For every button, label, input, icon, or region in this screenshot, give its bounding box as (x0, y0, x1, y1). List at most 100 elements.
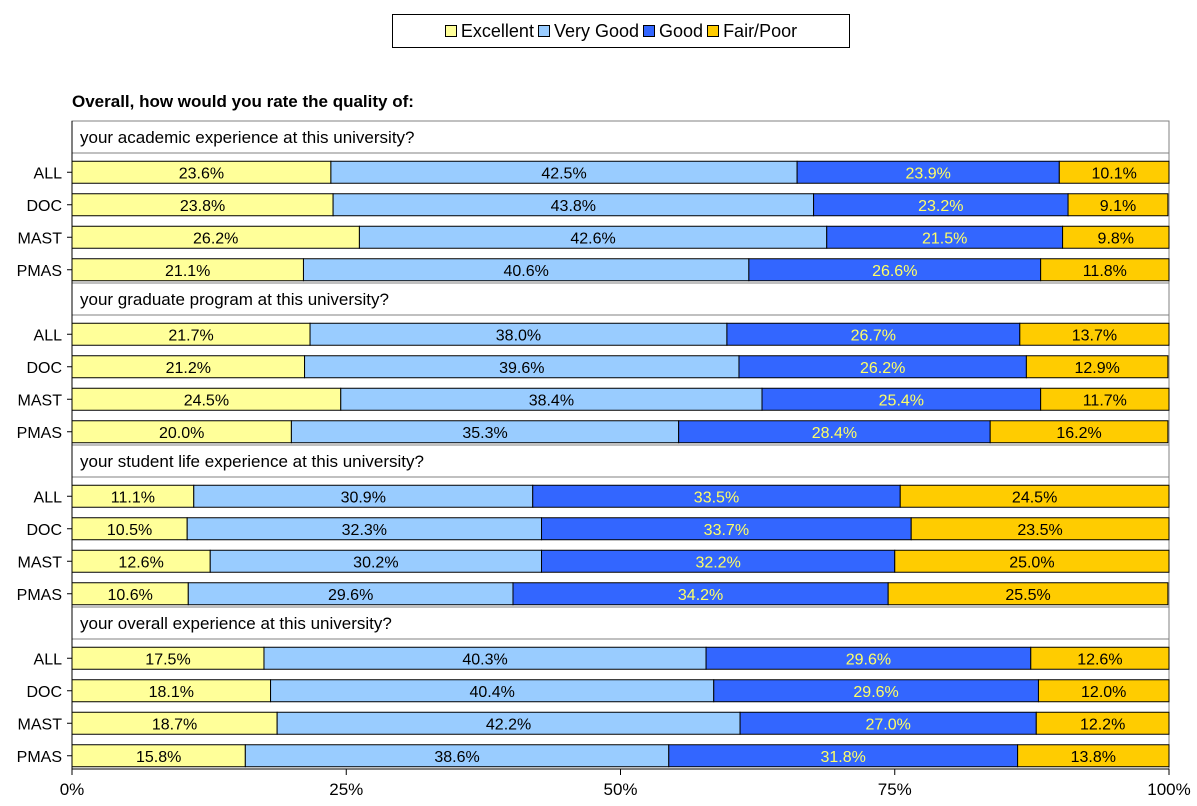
data-label-good: 21.5% (922, 230, 967, 247)
group-question: your academic experience at this univers… (80, 128, 415, 147)
x-tick-label: 75% (878, 780, 912, 799)
data-label-fair-poor: 9.1% (1100, 198, 1136, 215)
data-label-good: 23.2% (918, 198, 963, 215)
data-label-fair-poor: 13.8% (1071, 749, 1116, 766)
row-label: DOC (26, 522, 62, 539)
data-label-good: 29.6% (853, 684, 898, 701)
bar-segment-fair-poor (1037, 679, 1170, 703)
data-label-excellent: 15.8% (136, 749, 181, 766)
legend-label-excellent: Excellent (460, 20, 534, 41)
bar-segment-fair-poor (1040, 258, 1170, 282)
row-label: ALL (34, 489, 63, 506)
bar-segment-fair-poor (1035, 711, 1170, 735)
legend-item-very-good: Very Good (537, 20, 640, 42)
row-label: ALL (34, 165, 63, 182)
bar-segment-fair-poor (887, 582, 1169, 606)
data-label-excellent: 26.2% (193, 230, 238, 247)
data-label-excellent: 12.6% (118, 554, 163, 571)
data-label-good: 25.4% (879, 392, 924, 409)
row-label: ALL (34, 651, 63, 668)
chart-legend: Excellent Very Good Good Fair/Poor (392, 14, 850, 48)
data-label-good: 32.2% (695, 554, 740, 571)
row-label: PMAS (17, 425, 62, 442)
data-label-good: 33.5% (694, 489, 739, 506)
legend-item-fair-poor: Fair/Poor (707, 21, 797, 42)
data-label-good: 33.7% (704, 522, 749, 539)
bar-segment-fair-poor (899, 484, 1170, 508)
data-label-fair-poor: 25.5% (1005, 587, 1050, 604)
bar-segment-fair-poor (910, 517, 1170, 541)
data-label-good: 28.4% (812, 425, 857, 442)
row-label: MAST (18, 716, 63, 733)
bar-segment-fair-poor (1040, 387, 1170, 411)
data-label-fair-poor: 16.2% (1056, 425, 1101, 442)
data-label-fair-poor: 24.5% (1012, 489, 1057, 506)
legend-swatch-very-good (537, 25, 550, 37)
row-label: PMAS (17, 749, 62, 766)
data-label-good: 31.8% (821, 749, 866, 766)
bar-segment-fair-poor (1030, 646, 1170, 670)
row-label: MAST (18, 392, 63, 409)
data-label-excellent: 10.6% (107, 587, 152, 604)
bar-segment-fair-poor (1067, 193, 1169, 217)
legend-swatch-excellent (444, 25, 457, 37)
data-label-excellent: 21.7% (168, 327, 213, 344)
bar-segment-fair-poor (1025, 355, 1169, 379)
legend-swatch-fair-poor (707, 25, 720, 37)
row-label: DOC (26, 198, 62, 215)
bar-segment-fair-poor (1017, 744, 1170, 768)
data-label-very-good: 43.8% (551, 198, 596, 215)
data-label-very-good: 30.2% (353, 554, 398, 571)
group-question: your student life experience at this uni… (80, 452, 424, 471)
bar-segment-fair-poor (1019, 322, 1170, 346)
row-label: PMAS (17, 263, 62, 280)
data-label-fair-poor: 23.5% (1017, 522, 1062, 539)
data-label-fair-poor: 10.1% (1091, 165, 1136, 182)
data-label-fair-poor: 11.8% (1083, 263, 1127, 280)
data-label-good: 26.2% (860, 360, 905, 377)
data-label-very-good: 40.3% (462, 651, 507, 668)
data-label-fair-poor: 11.7% (1083, 392, 1127, 409)
group-question: your graduate program at this university… (80, 290, 389, 309)
legend-label-very-good: Very Good (553, 20, 640, 41)
data-label-very-good: 38.0% (496, 327, 541, 344)
data-label-very-good: 30.9% (341, 489, 386, 506)
data-label-fair-poor: 12.6% (1077, 651, 1122, 668)
x-tick-label: 50% (603, 780, 637, 799)
data-label-very-good: 42.6% (570, 230, 615, 247)
data-label-excellent: 10.5% (107, 522, 152, 539)
x-tick-label: 100% (1147, 780, 1190, 799)
group-question: your overall experience at this universi… (80, 614, 392, 633)
data-label-very-good: 38.6% (434, 749, 479, 766)
data-label-very-good: 39.6% (499, 360, 544, 377)
data-label-fair-poor: 13.7% (1072, 327, 1117, 344)
row-label: ALL (34, 327, 63, 344)
data-label-excellent: 21.1% (165, 263, 210, 280)
data-label-good: 29.6% (846, 651, 891, 668)
row-label: MAST (18, 554, 63, 571)
data-label-very-good: 32.3% (342, 522, 387, 539)
data-label-good: 26.7% (851, 327, 896, 344)
data-label-excellent: 18.1% (149, 684, 194, 701)
data-label-fair-poor: 25.0% (1009, 554, 1054, 571)
bar-segment-fair-poor (1058, 160, 1170, 184)
data-label-fair-poor: 12.9% (1074, 360, 1119, 377)
data-label-fair-poor: 12.0% (1081, 684, 1126, 701)
data-label-very-good: 35.3% (462, 425, 507, 442)
data-label-very-good: 38.4% (529, 392, 574, 409)
data-label-excellent: 23.8% (180, 198, 225, 215)
data-label-excellent: 18.7% (152, 716, 197, 733)
bar-segment-fair-poor (894, 549, 1170, 573)
data-label-excellent: 21.2% (166, 360, 211, 377)
data-label-very-good: 40.6% (503, 263, 548, 280)
data-label-excellent: 20.0% (159, 425, 204, 442)
legend-item-excellent: Excellent (444, 20, 534, 42)
legend-label-good: Good (659, 20, 704, 41)
data-label-very-good: 42.2% (486, 716, 531, 733)
data-label-fair-poor: 9.8% (1098, 230, 1134, 247)
data-label-very-good: 42.5% (541, 165, 586, 182)
data-label-very-good: 29.6% (328, 587, 373, 604)
legend-swatch-good (643, 25, 656, 37)
chart-title: Overall, how would you rate the quality … (72, 92, 414, 111)
